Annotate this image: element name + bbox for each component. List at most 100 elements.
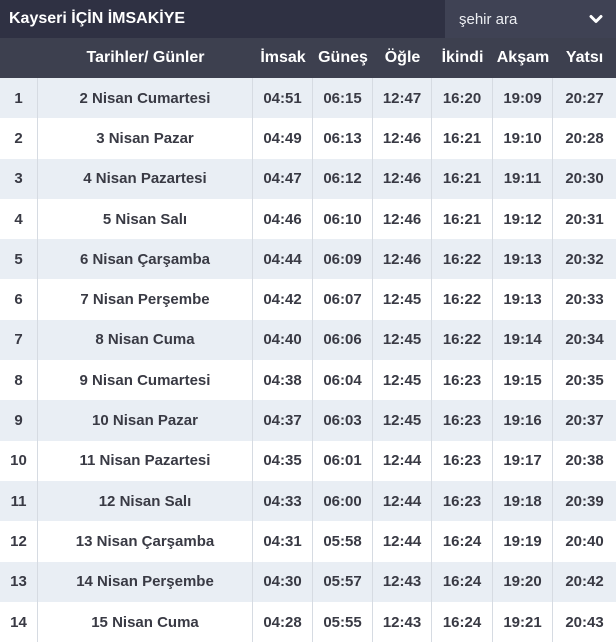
ikindi-cell: 16:23 bbox=[432, 360, 493, 401]
date-cell: 12 Nisan Salı bbox=[38, 480, 253, 522]
table-row: 11 12 Nisan Salı 04:33 06:00 12:44 16:23 19:18… bbox=[0, 480, 616, 522]
date-cell: 6 Nisan Çarşamba bbox=[38, 239, 253, 280]
gunes-cell: 06:04 bbox=[313, 360, 373, 401]
imsak-cell: 04:49 bbox=[253, 118, 313, 159]
ogle-cell: 12:44 bbox=[373, 440, 432, 481]
row-number-cell: 14 bbox=[0, 601, 38, 642]
ikindi-cell: 16:22 bbox=[432, 319, 493, 361]
table-row: 10 11 Nisan Pazartesi 04:35 06:01 12:44 16:23… bbox=[0, 440, 616, 481]
ogle-cell: 12:44 bbox=[373, 480, 432, 522]
table-row: 14 15 Nisan Cuma 04:28 05:55 12:43 16:24 19:21… bbox=[0, 601, 616, 642]
ogle-cell: 12:43 bbox=[373, 601, 432, 642]
aksam-cell: 19:16 bbox=[493, 400, 553, 441]
row-number-cell: 3 bbox=[0, 158, 38, 199]
date-cell: 10 Nisan Pazar bbox=[38, 400, 253, 441]
imsak-cell: 04:47 bbox=[253, 158, 313, 199]
table-row: 9 10 Nisan Pazar 04:37 06:03 12:45 16:23 19:16… bbox=[0, 400, 616, 441]
gunes-cell: 06:01 bbox=[313, 440, 373, 481]
gunes-cell: 06:09 bbox=[313, 239, 373, 280]
header-imsak: İmsak bbox=[260, 49, 306, 66]
yatsi-cell: 20:38 bbox=[565, 452, 604, 470]
imsak-cell: 04:51 bbox=[253, 78, 313, 119]
ikindi-cell: 16:22 bbox=[432, 239, 493, 280]
imsak-cell: 04:46 bbox=[253, 198, 313, 240]
header-row-number bbox=[0, 38, 38, 78]
date-cell: 15 Nisan Cuma bbox=[38, 601, 253, 642]
imsak-cell: 04:37 bbox=[253, 400, 313, 441]
header-gunes: Güneş bbox=[318, 49, 368, 66]
ikindi-cell: 16:20 bbox=[432, 78, 493, 119]
page-title: Kayseri İÇİN İMSAKİYE bbox=[9, 10, 186, 27]
gunes-cell: 06:06 bbox=[313, 319, 373, 361]
imsak-cell: 04:40 bbox=[253, 319, 313, 361]
ogle-cell: 12:45 bbox=[373, 279, 432, 320]
yatsi-cell: 20:40 bbox=[565, 532, 604, 550]
row-number-cell: 4 bbox=[0, 198, 38, 240]
ogle-cell: 12:44 bbox=[373, 521, 432, 562]
yatsi-cell: 20:31 bbox=[565, 210, 604, 228]
date-cell: 13 Nisan Çarşamba bbox=[38, 521, 253, 562]
aksam-cell: 19:17 bbox=[493, 440, 553, 481]
ikindi-cell: 16:23 bbox=[432, 400, 493, 441]
date-cell: 5 Nisan Salı bbox=[38, 198, 253, 240]
imsak-cell: 04:35 bbox=[253, 440, 313, 481]
ikindi-cell: 16:21 bbox=[432, 158, 493, 199]
header-yatsi: Yatsı bbox=[565, 49, 604, 66]
date-cell: 8 Nisan Cuma bbox=[38, 319, 253, 361]
date-cell: 3 Nisan Pazar bbox=[38, 118, 253, 159]
imsak-cell: 04:38 bbox=[253, 360, 313, 401]
ogle-cell: 12:46 bbox=[373, 239, 432, 280]
row-number-cell: 2 bbox=[0, 118, 38, 159]
yatsi-cell: 20:43 bbox=[565, 613, 604, 631]
aksam-cell: 19:13 bbox=[493, 279, 553, 320]
row-number-cell: 11 bbox=[0, 480, 38, 522]
ogle-cell: 12:45 bbox=[373, 319, 432, 361]
header-ogle: Öğle bbox=[384, 49, 421, 66]
ogle-cell: 12:46 bbox=[373, 198, 432, 240]
ikindi-cell: 16:24 bbox=[432, 561, 493, 602]
aksam-cell: 19:11 bbox=[493, 158, 553, 199]
row-number-cell: 8 bbox=[0, 360, 38, 401]
aksam-cell: 19:18 bbox=[493, 480, 553, 522]
imsak-cell: 04:42 bbox=[253, 279, 313, 320]
ikindi-cell: 16:23 bbox=[432, 480, 493, 522]
date-cell: 9 Nisan Cumartesi bbox=[38, 360, 253, 401]
row-number-cell: 5 bbox=[0, 239, 38, 280]
ikindi-cell: 16:24 bbox=[432, 601, 493, 642]
gunes-cell: 06:03 bbox=[313, 400, 373, 441]
row-number-cell: 9 bbox=[0, 400, 38, 441]
row-number-cell: 6 bbox=[0, 279, 38, 320]
ogle-cell: 12:47 bbox=[373, 78, 432, 119]
ikindi-cell: 16:23 bbox=[432, 440, 493, 481]
imsak-cell: 04:30 bbox=[253, 561, 313, 602]
yatsi-cell: 20:32 bbox=[565, 250, 604, 268]
date-cell: 2 Nisan Cumartesi bbox=[38, 78, 253, 119]
yatsi-cell: 20:34 bbox=[565, 331, 604, 349]
row-number-cell: 13 bbox=[0, 561, 38, 602]
date-cell: 4 Nisan Pazartesi bbox=[38, 158, 253, 199]
row-number-cell: 7 bbox=[0, 319, 38, 361]
city-search-label: şehir ara bbox=[459, 10, 518, 28]
gunes-cell: 05:58 bbox=[313, 521, 373, 562]
ogle-cell: 12:46 bbox=[373, 158, 432, 199]
yatsi-cell: 20:30 bbox=[565, 170, 604, 188]
city-search-dropdown[interactable]: şehir ara bbox=[445, 0, 616, 38]
table-header-row: Tarihler/ Günler İmsak Güneş Öğle İkindi… bbox=[0, 38, 616, 78]
ogle-cell: 12:45 bbox=[373, 400, 432, 441]
imsak-cell: 04:28 bbox=[253, 601, 313, 642]
ikindi-cell: 16:24 bbox=[432, 521, 493, 562]
aksam-cell: 19:12 bbox=[493, 198, 553, 240]
yatsi-cell: 20:28 bbox=[565, 129, 604, 147]
yatsi-cell: 20:33 bbox=[565, 291, 604, 309]
aksam-cell: 19:19 bbox=[493, 521, 553, 562]
aksam-cell: 19:15 bbox=[493, 360, 553, 401]
yatsi-cell: 20:39 bbox=[565, 492, 604, 510]
imsak-cell: 04:33 bbox=[253, 480, 313, 522]
yatsi-cell: 20:37 bbox=[565, 412, 604, 430]
header-aksam: Akşam bbox=[496, 49, 550, 66]
